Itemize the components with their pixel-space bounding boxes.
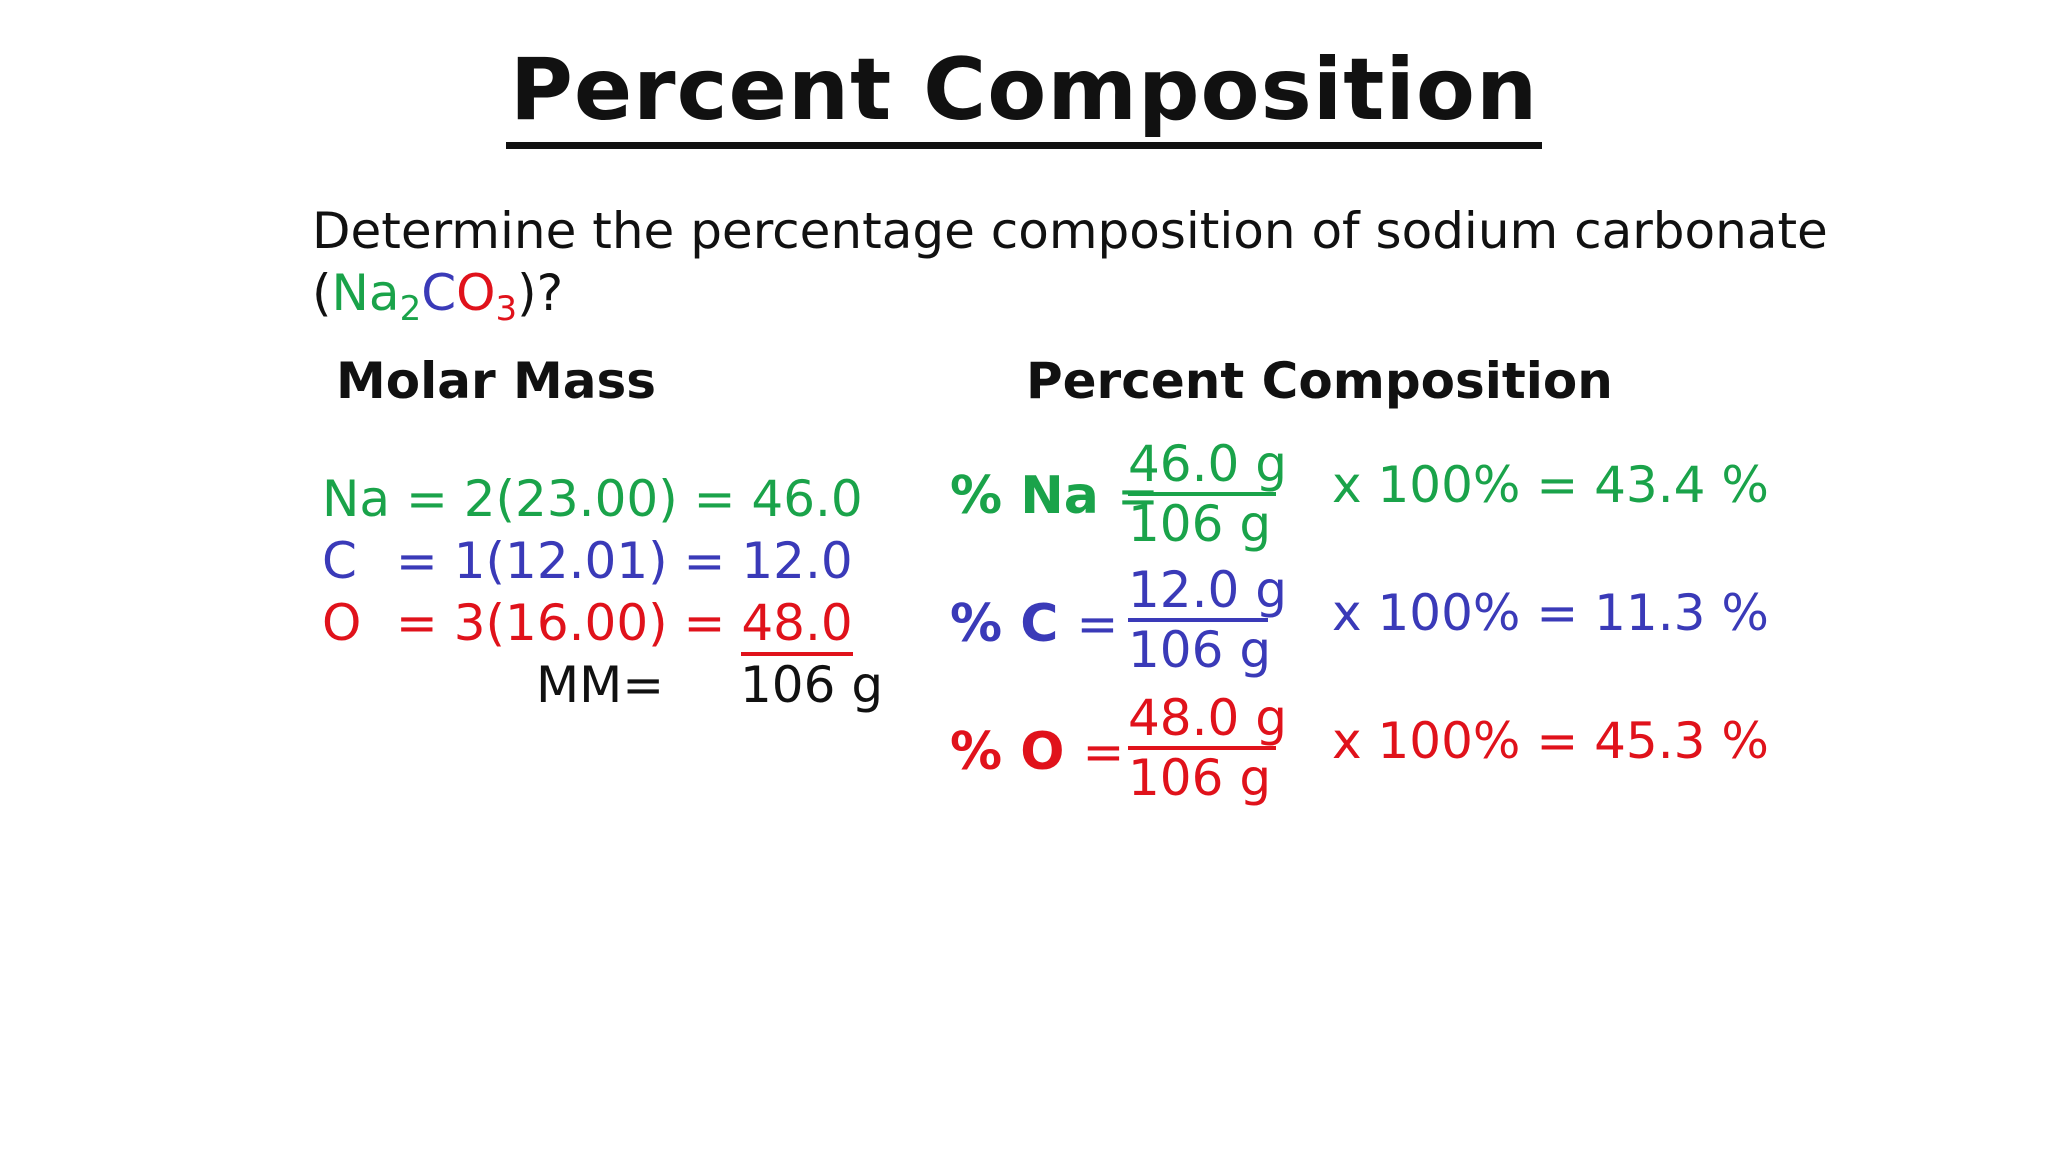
- open-paren: (: [312, 264, 332, 322]
- calculation: = 3(16.00) =: [395, 594, 726, 652]
- molar-mass-row-na: Na = 2(23.00) = 46.0: [322, 470, 863, 528]
- total-value: 106 g: [740, 656, 884, 714]
- numerator: 12.0 g: [1128, 561, 1287, 619]
- fraction-na: 46.0 g 106 g: [1128, 434, 1295, 554]
- denominator: 106 g: [1128, 749, 1272, 807]
- element-symbol: Na: [322, 470, 391, 528]
- percent-label-c: % C =: [950, 594, 1118, 654]
- denominator: 106 g: [1128, 495, 1272, 553]
- fraction-bar-na: [1128, 492, 1276, 496]
- equals-sign: =: [1116, 467, 1159, 525]
- formula-o-subscript: 3: [495, 289, 518, 329]
- equals-sign: =: [1076, 595, 1119, 653]
- element-symbol: O: [322, 594, 362, 652]
- close-paren: )?: [517, 264, 564, 322]
- formula-na-subscript: 2: [399, 289, 422, 329]
- percent-result-c: x 100% = 11.3 %: [1332, 584, 1769, 642]
- title-text: Percent Composition: [505, 40, 1543, 149]
- molar-mass-row-c: C = 1(12.01) = 12.0: [322, 532, 853, 590]
- element-symbol: C: [322, 532, 357, 590]
- calculation: = 2(23.00) =: [405, 470, 736, 528]
- percent-label-text: % Na: [950, 466, 1099, 526]
- percent-result-o: x 100% = 45.3 %: [1332, 712, 1769, 770]
- mass-value: 46.0: [751, 470, 863, 528]
- question-line-2: (Na2CO3)?: [312, 262, 1828, 326]
- molar-mass-row-o: O = 3(16.00) = 48.0: [322, 594, 853, 656]
- molar-mass-heading: Molar Mass: [336, 352, 657, 410]
- page-title: Percent Composition: [0, 40, 2048, 149]
- question: Determine the percentage composition of …: [312, 200, 1828, 326]
- percent-composition-heading: Percent Composition: [1026, 352, 1613, 410]
- percent-label-text: % C: [950, 594, 1059, 654]
- fraction-bar-c: [1128, 618, 1268, 622]
- mass-value: 48.0: [741, 594, 853, 656]
- question-line-1: Determine the percentage composition of …: [312, 202, 1828, 260]
- total-label: MM=: [536, 656, 665, 714]
- formula-o: O: [456, 264, 496, 322]
- equals-sign: =: [1082, 723, 1125, 781]
- mass-value: 12.0: [741, 532, 853, 590]
- denominator: 106 g: [1128, 621, 1272, 679]
- molar-mass-total: MM= 106 g: [536, 656, 883, 714]
- percent-label-text: % O: [950, 722, 1065, 782]
- percent-label-na: % Na =: [950, 466, 1159, 526]
- numerator: 48.0 g: [1128, 689, 1287, 747]
- calculation: = 1(12.01) =: [395, 532, 726, 590]
- fraction-bar-o: [1128, 746, 1276, 750]
- fraction-o: 48.0 g 106 g: [1128, 688, 1295, 808]
- percent-label-o: % O =: [950, 722, 1124, 782]
- numerator: 46.0 g: [1128, 435, 1287, 493]
- percent-result-na: x 100% = 43.4 %: [1332, 456, 1769, 514]
- fraction-c: 12.0 g 106 g: [1128, 560, 1295, 680]
- formula-na: Na: [331, 264, 400, 322]
- formula-c: C: [421, 264, 457, 322]
